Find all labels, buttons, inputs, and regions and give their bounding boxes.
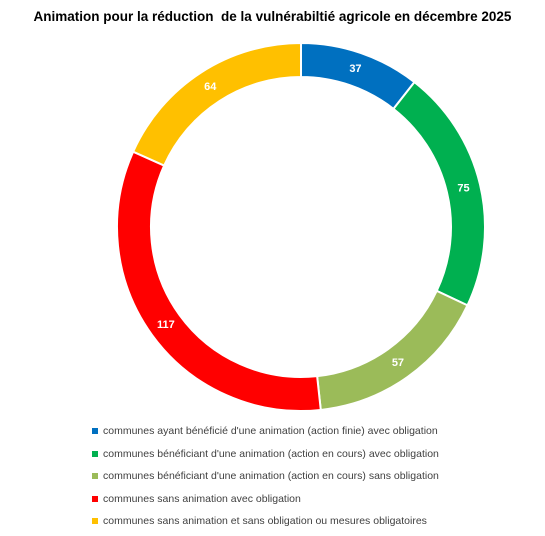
- legend-swatch: [92, 518, 98, 525]
- donut-slice-4: [116, 150, 322, 412]
- donut-slice-3: [316, 289, 469, 412]
- donut-slice-5: [131, 41, 302, 167]
- legend-swatch: [92, 450, 98, 457]
- slice-value-label-2: 75: [457, 182, 469, 194]
- legend-swatch: [92, 495, 98, 502]
- slice-value-label-4: 117: [157, 319, 175, 331]
- legend-item-5: communes sans animation et sans obligati…: [92, 510, 439, 533]
- slice-value-label-5: 64: [204, 81, 217, 93]
- donut-chart: 37 75 57 117 64: [116, 41, 486, 412]
- legend-label: communes sans animation et sans obligati…: [103, 515, 427, 528]
- legend-label: communes bénéficiant d'une animation (ac…: [103, 470, 439, 483]
- legend-item-4: communes sans animation avec obligation: [92, 488, 439, 511]
- slice-value-label-3: 57: [392, 357, 404, 369]
- legend-item-1: communes ayant bénéficié d'une animation…: [92, 420, 439, 443]
- legend-label: communes ayant bénéficié d'une animation…: [103, 425, 438, 438]
- legend: communes ayant bénéficié d'une animation…: [92, 420, 439, 533]
- chart-title: Animation pour la réduction de la vulnér…: [33, 9, 512, 24]
- legend-item-3: communes bénéficiant d'une animation (ac…: [92, 465, 439, 488]
- legend-swatch: [92, 428, 98, 435]
- slice-value-label-1: 37: [349, 63, 361, 75]
- legend-label: communes sans animation avec obligation: [103, 492, 301, 505]
- legend-label: communes bénéficiant d'une animation (ac…: [103, 447, 439, 460]
- legend-item-2: communes bénéficiant d'une animation (ac…: [92, 443, 439, 466]
- donut-slice-1: [300, 41, 416, 111]
- donut-slice-2: [392, 80, 486, 307]
- legend-swatch: [92, 473, 98, 480]
